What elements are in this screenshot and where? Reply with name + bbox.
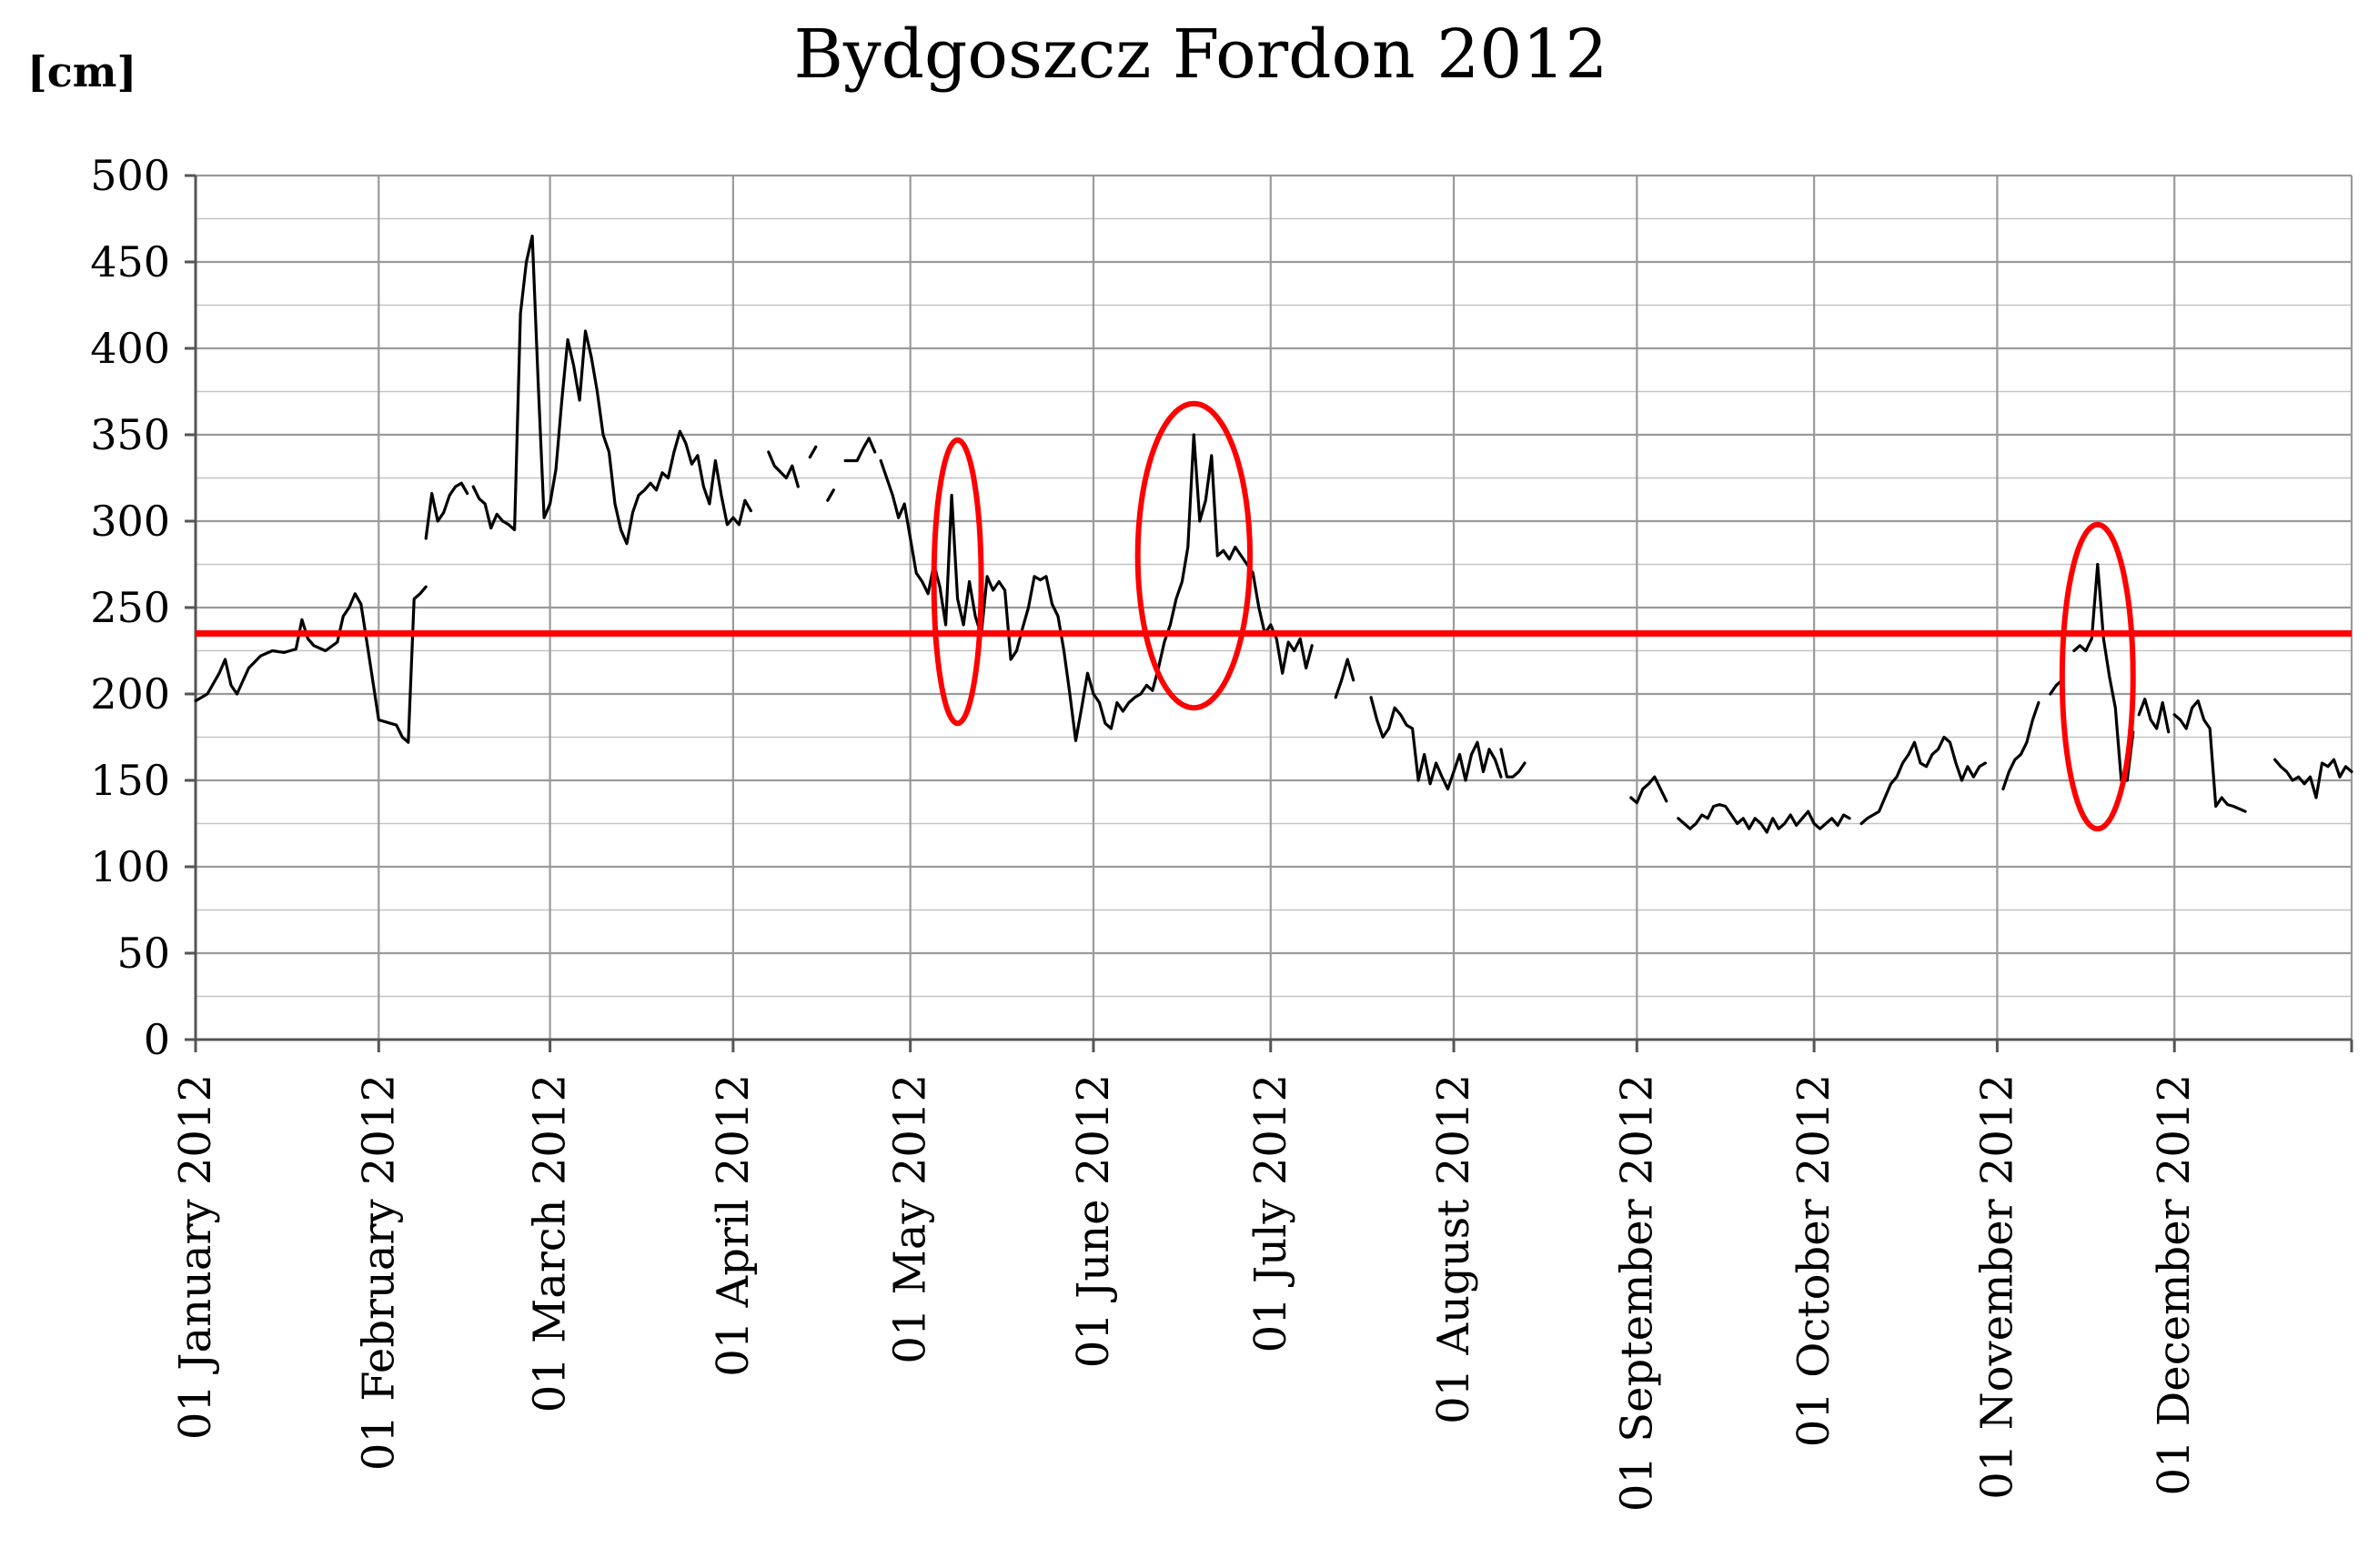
x-tick-label: 01 December 2012 [2149,1074,2200,1496]
x-tick-label: 01 October 2012 [1789,1074,1839,1447]
series-line-segment [2001,700,2040,791]
highlight-ellipse [1134,400,1254,711]
x-tick-label: 01 August 2012 [1428,1074,1479,1424]
series-line-segment [2137,698,2171,734]
highlight-ellipse [2059,521,2136,832]
y-tick-label: 350 [90,410,170,459]
series-line-segment [767,450,800,488]
y-tick-label: 300 [90,497,170,546]
series-line-segment [1499,748,1527,779]
x-tick-label: 01 July 2012 [1245,1074,1296,1352]
y-tick-label: 400 [90,324,170,373]
series-line-segment [1369,696,1503,791]
series-line-segment [2072,562,2135,782]
annotations [196,400,2352,832]
x-tick-label: 01 April 2012 [708,1074,759,1377]
y-tick-labels: 0 50 100 150 200 250 300 350 400 450 500 [90,151,170,1064]
series-line-segment [1334,658,1355,699]
y-axis-unit-label: [cm] [27,47,136,96]
series-line-segment [2273,758,2353,799]
x-tick-label: 01 March 2012 [525,1074,576,1412]
series-line-segment [1629,775,1668,805]
axes [185,174,2353,1052]
x-tick-label: 01 June 2012 [1068,1074,1119,1368]
x-tick-label: 01 May 2012 [885,1074,936,1364]
series-line-segment [879,433,1314,742]
series-line-segment [1859,735,1987,826]
y-tick-label: 500 [90,151,170,200]
series-line-segment [826,488,835,502]
y-tick-label: 50 [116,929,170,978]
y-tick-label: 100 [90,842,170,891]
x-tick-label: 01 September 2012 [1611,1074,1662,1512]
y-tick-label: 250 [90,583,170,632]
series-line-segment [808,445,818,459]
series-line-segment [194,585,428,744]
highlight-ellipse [931,437,984,727]
water-level-series [194,234,2353,834]
chart-title: Bydgoszcz Fordon 2012 [793,15,1607,94]
series-line-segment [2172,699,2247,813]
x-tick-label: 01 November 2012 [1971,1074,2022,1500]
grid [194,174,2353,1041]
series-line-segment [424,481,469,540]
series-line-segment [843,437,877,463]
y-tick-label: 450 [90,237,170,286]
y-tick-label: 200 [90,669,170,719]
y-tick-label: 150 [90,756,170,805]
x-tick-labels: 01 January 2012 01 February 2012 01 March … [170,1074,2200,1512]
x-tick-label: 01 February 2012 [353,1074,404,1471]
series-line-segment [1677,802,1851,834]
x-tick-label: 01 January 2012 [170,1074,221,1440]
series-line-segment [471,234,753,546]
y-tick-label: 0 [144,1015,170,1064]
